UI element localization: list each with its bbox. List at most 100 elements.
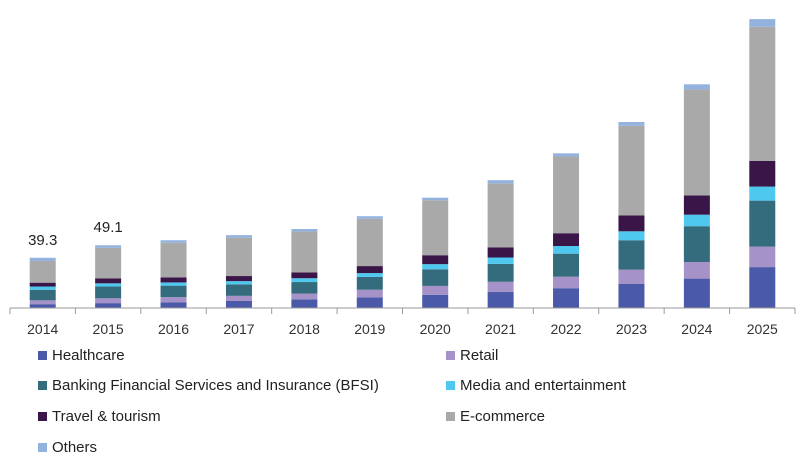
bar-segment-media-and-entertainment-2024 — [683, 214, 710, 227]
bar-segment-others-2015 — [95, 245, 122, 248]
bar-segment-media-and-entertainment-2019 — [356, 273, 383, 277]
x-tick-label-2015: 2015 — [93, 321, 124, 337]
bar-segment-media-and-entertainment-2015 — [95, 283, 122, 287]
bar-segment-others-2024 — [683, 84, 710, 90]
x-tick-label-2020: 2020 — [420, 321, 451, 337]
bar-segment-banking-financial-services-and-insurance-bfsi-2022 — [553, 253, 580, 277]
x-axis-tick-labels: 2014 2015 2016 2017 2018 2019 2020 2021 2022 2023… — [27, 321, 778, 337]
bar-segment-e-commerce-2022 — [553, 156, 580, 234]
x-tick-label-2022: 2022 — [550, 321, 581, 337]
bar-segment-travel-tourism-2020 — [422, 255, 449, 265]
bar-segment-others-2023 — [618, 122, 645, 126]
x-tick-label-2016: 2016 — [158, 321, 189, 337]
bar-segment-healthcare-2019 — [356, 297, 383, 308]
bar-segment-e-commerce-2020 — [422, 200, 449, 256]
bar-segment-retail-2023 — [618, 269, 645, 284]
bar-segment-healthcare-2020 — [422, 294, 449, 308]
bar-segment-others-2014 — [29, 257, 56, 261]
bar-segment-e-commerce-2019 — [356, 218, 383, 267]
bar-segment-others-2018 — [291, 229, 318, 232]
x-tick-label-2021: 2021 — [485, 321, 516, 337]
bar-segment-retail-2025 — [749, 246, 776, 268]
bar-segment-travel-tourism-2017 — [225, 276, 252, 282]
data-label-2015: 49.1 — [94, 219, 123, 236]
data-label-2014: 39.3 — [28, 232, 57, 249]
bar-segment-media-and-entertainment-2023 — [618, 231, 645, 241]
bar-segment-others-2019 — [356, 216, 383, 219]
bar-segment-banking-financial-services-and-insurance-bfsi-2020 — [422, 269, 449, 286]
x-tick-label-2025: 2025 — [747, 321, 778, 337]
bar-segment-others-2017 — [225, 235, 252, 238]
x-tick-label-2023: 2023 — [616, 321, 647, 337]
bar-segment-travel-tourism-2022 — [553, 233, 580, 247]
data-labels: 39.3 49.1 — [28, 219, 123, 249]
bar-segment-travel-tourism-2021 — [487, 247, 514, 258]
bar-segment-travel-tourism-2019 — [356, 266, 383, 274]
bar-segment-media-and-entertainment-2014 — [29, 286, 56, 290]
bar-segment-healthcare-2021 — [487, 292, 514, 308]
x-tick-label-2019: 2019 — [354, 321, 385, 337]
bar-segment-banking-financial-services-and-insurance-bfsi-2024 — [683, 226, 710, 262]
bar-series-group — [29, 19, 776, 308]
bar-segment-media-and-entertainment-2016 — [160, 282, 187, 286]
bar-segment-e-commerce-2021 — [487, 183, 514, 248]
bar-segment-travel-tourism-2023 — [618, 215, 645, 232]
bar-segment-media-and-entertainment-2021 — [487, 257, 514, 264]
x-tick-label-2017: 2017 — [223, 321, 254, 337]
bar-segment-retail-2017 — [225, 295, 252, 301]
bar-segment-e-commerce-2016 — [160, 242, 187, 278]
bar-segment-retail-2016 — [160, 297, 187, 303]
bar-segment-banking-financial-services-and-insurance-bfsi-2016 — [160, 285, 187, 298]
x-tick-label-2024: 2024 — [681, 321, 712, 337]
bar-segment-retail-2019 — [356, 289, 383, 298]
bar-segment-banking-financial-services-and-insurance-bfsi-2015 — [95, 286, 122, 299]
bar-segment-retail-2015 — [95, 298, 122, 304]
bar-segment-e-commerce-2024 — [683, 89, 710, 196]
bar-segment-healthcare-2014 — [29, 304, 56, 308]
bar-segment-healthcare-2024 — [683, 278, 710, 308]
bar-segment-banking-financial-services-and-insurance-bfsi-2025 — [749, 200, 776, 247]
bar-segment-e-commerce-2015 — [95, 247, 122, 279]
x-axis-ticks — [9, 308, 796, 314]
bar-segment-media-and-entertainment-2017 — [225, 281, 252, 285]
bar-segment-banking-financial-services-and-insurance-bfsi-2014 — [29, 289, 56, 301]
bar-segment-healthcare-2023 — [618, 283, 645, 308]
bar-segment-media-and-entertainment-2025 — [749, 186, 776, 201]
bar-segment-others-2016 — [160, 240, 187, 243]
bar-segment-e-commerce-2025 — [749, 26, 776, 161]
bar-segment-banking-financial-services-and-insurance-bfsi-2017 — [225, 284, 252, 296]
bar-segment-healthcare-2018 — [291, 299, 318, 308]
bar-segment-media-and-entertainment-2020 — [422, 264, 449, 270]
bar-segment-others-2022 — [553, 153, 580, 157]
bar-segment-travel-tourism-2015 — [95, 278, 122, 284]
bar-segment-e-commerce-2018 — [291, 231, 318, 273]
bar-segment-retail-2024 — [683, 261, 710, 279]
bar-segment-healthcare-2017 — [225, 300, 252, 308]
bar-segment-healthcare-2016 — [160, 302, 187, 308]
bar-segment-others-2020 — [422, 197, 449, 201]
bar-segment-healthcare-2022 — [553, 288, 580, 308]
bar-segment-healthcare-2025 — [749, 267, 776, 308]
bar-segment-banking-financial-services-and-insurance-bfsi-2018 — [291, 282, 318, 294]
bar-segment-retail-2014 — [29, 300, 56, 305]
bar-segment-others-2025 — [749, 19, 776, 27]
bar-segment-retail-2018 — [291, 293, 318, 300]
x-tick-label-2018: 2018 — [289, 321, 320, 337]
bar-segment-travel-tourism-2024 — [683, 195, 710, 215]
bar-segment-media-and-entertainment-2022 — [553, 246, 580, 254]
bar-segment-travel-tourism-2016 — [160, 277, 187, 283]
bar-segment-travel-tourism-2025 — [749, 161, 776, 187]
bar-segment-e-commerce-2017 — [225, 237, 252, 277]
bar-segment-retail-2021 — [487, 281, 514, 293]
bar-segment-banking-financial-services-and-insurance-bfsi-2019 — [356, 276, 383, 290]
bar-segment-media-and-entertainment-2018 — [291, 278, 318, 283]
bar-segment-travel-tourism-2018 — [291, 272, 318, 279]
bar-segment-e-commerce-2014 — [29, 260, 56, 283]
bar-segment-healthcare-2015 — [95, 303, 122, 308]
bar-segment-retail-2020 — [422, 285, 449, 295]
x-tick-label-2014: 2014 — [27, 321, 58, 337]
bar-segment-banking-financial-services-and-insurance-bfsi-2023 — [618, 240, 645, 270]
bar-segment-others-2021 — [487, 180, 514, 184]
bar-segment-banking-financial-services-and-insurance-bfsi-2021 — [487, 263, 514, 282]
